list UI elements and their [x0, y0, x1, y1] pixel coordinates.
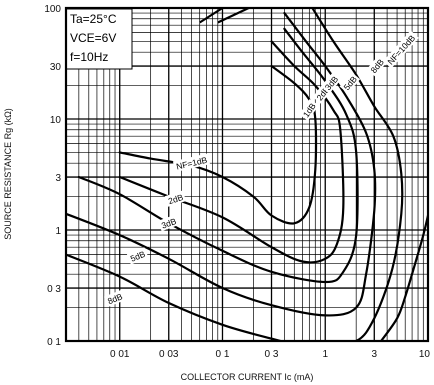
y-axis-label: SOURCE RESISTANCE Rg (kΩ): [3, 108, 13, 240]
condition-frequency: f=10Hz: [70, 50, 108, 64]
nf-curve-partial: [199, 8, 224, 24]
x-tick-label: 0 1: [216, 349, 230, 360]
y-tick-label: 3: [55, 173, 61, 184]
nf-curve: [380, 214, 428, 341]
x-tick-label: 0 3: [265, 349, 279, 360]
svg-text:NF=10dB: NF=10dB: [385, 33, 417, 67]
svg-text:3dB: 3dB: [160, 216, 178, 231]
y-tick-label: 0 3: [47, 284, 61, 295]
condition-box: [65, 8, 133, 70]
curve-label: 5dB: [126, 247, 149, 265]
curve-label: 8dB: [366, 54, 388, 77]
y-tick-label: 0 1: [47, 337, 61, 348]
y-tick-label: 100: [44, 4, 61, 15]
curve-label: NF=10dB: [383, 30, 419, 69]
y-tick-label: 10: [50, 115, 62, 126]
curve-label: 2dB: [164, 190, 187, 207]
svg-text:2dB: 2dB: [167, 192, 185, 206]
x-tick-label: 3: [371, 349, 377, 360]
x-tick-label: 0 03: [159, 349, 179, 360]
tick-labels: 0 01 0 03 0 1 0 3 1 3 10 0 1 0 3 1 3 10 30 100: [44, 4, 430, 360]
x-tick-label: 0 01: [110, 349, 130, 360]
y-tick-label: 30: [50, 62, 62, 73]
condition-temperature: Ta=25°C: [70, 12, 117, 26]
x-tick-label: 10: [419, 349, 431, 360]
x-axis-label: COLLECTOR CURRENT Ic (mA): [181, 372, 314, 382]
nf-curve: [118, 40, 345, 264]
nf-curve: [66, 8, 404, 341]
condition-vce: VCE=6V: [70, 31, 116, 45]
plot-frame: [64, 6, 430, 343]
y-tick-label: 1: [55, 226, 61, 237]
x-tick-label: 1: [322, 349, 328, 360]
curve-label: 3dB: [157, 214, 180, 232]
